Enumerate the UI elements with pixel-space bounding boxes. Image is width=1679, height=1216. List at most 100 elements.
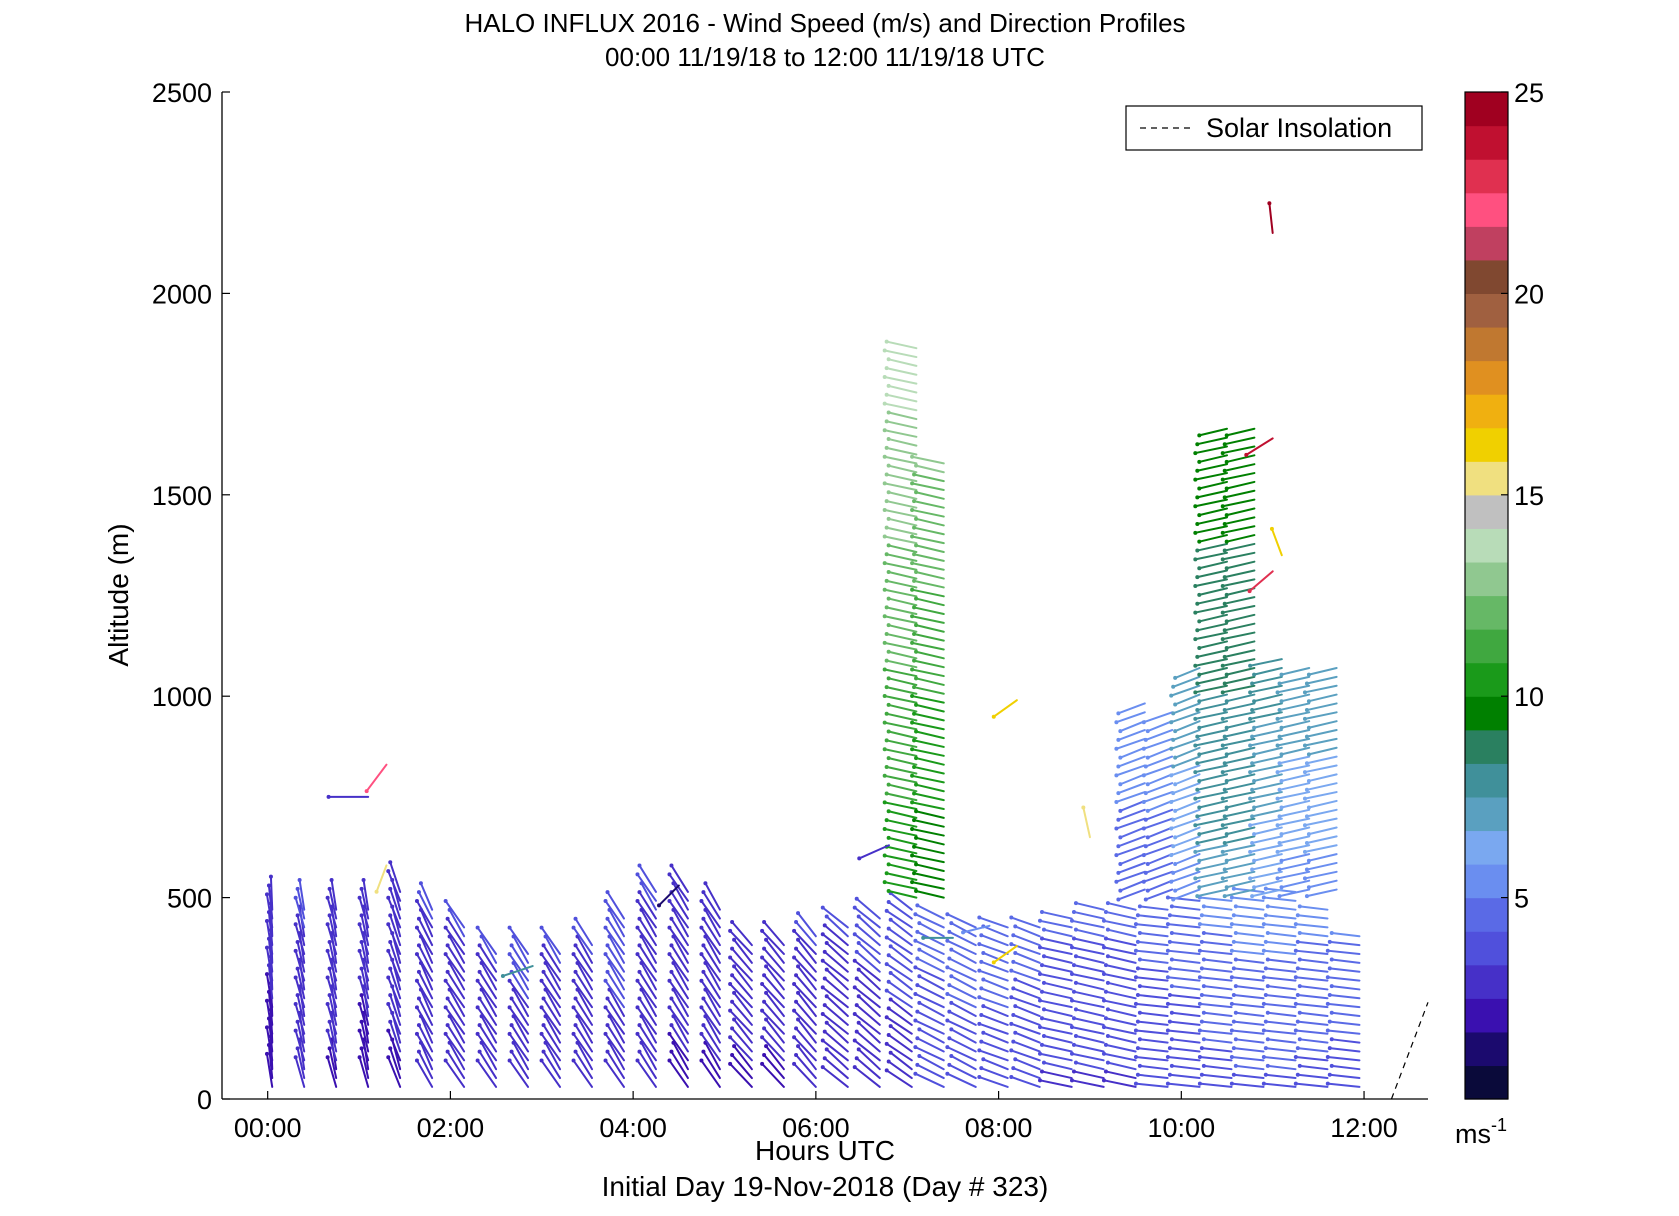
wind-vector: [1294, 949, 1329, 955]
wind-vector-head: [1199, 993, 1204, 997]
wind-vector: [887, 980, 913, 1000]
wind-vector: [857, 1021, 881, 1044]
wind-vector-head: [1197, 1055, 1202, 1060]
wind-vector-head: [822, 1056, 827, 1061]
wind-vector: [1010, 996, 1041, 1009]
wind-vector-head: [1041, 1034, 1046, 1039]
wind-vector-head: [1103, 1042, 1108, 1047]
wind-vector: [360, 914, 370, 947]
wind-vector-head: [732, 1044, 737, 1049]
wind-vector-head: [949, 1000, 954, 1005]
wind-vector-head: [886, 782, 891, 787]
wind-vector-head: [1011, 959, 1016, 964]
wind-vector: [1010, 1022, 1041, 1035]
wind-vector: [1010, 1049, 1041, 1062]
wind-vector: [1280, 667, 1311, 676]
wind-vector-head: [820, 1038, 825, 1043]
wind-vector-head: [1133, 1028, 1138, 1033]
wind-vector-head: [1118, 729, 1123, 734]
wind-vector: [731, 947, 753, 973]
wind-vector: [761, 1036, 785, 1062]
wind-vector-head: [945, 1018, 950, 1023]
wind-vector-head: [915, 929, 920, 934]
wind-vector-head: [910, 534, 915, 539]
wind-vector: [1225, 640, 1256, 650]
wind-vector: [887, 757, 918, 766]
wind-vector-head: [325, 975, 330, 980]
wind-vector: [1266, 931, 1297, 938]
wind-vector-head: [1275, 770, 1280, 775]
wind-vector: [1194, 844, 1228, 853]
wind-vector-head: [1103, 989, 1108, 994]
wind-vector-head: [1135, 993, 1140, 997]
wind-vector: [821, 933, 849, 955]
wind-vector: [823, 1057, 849, 1080]
wind-vector: [387, 976, 402, 1009]
wind-vector: [1012, 934, 1041, 947]
wind-vector: [1144, 808, 1174, 821]
wind-vector-head: [325, 922, 330, 927]
wind-vector: [1170, 905, 1201, 911]
wind-vector: [326, 1029, 338, 1062]
wind-vector: [1172, 861, 1201, 874]
wind-vector-head: [947, 1036, 952, 1041]
wind-vector: [1194, 711, 1228, 720]
wind-vector: [883, 402, 918, 412]
wind-vector: [1174, 773, 1201, 786]
wind-vector: [1172, 782, 1201, 795]
wind-vector-head: [792, 982, 797, 987]
wind-vector-head: [910, 773, 915, 778]
wind-vector-head: [852, 985, 857, 990]
wind-vector: [668, 953, 689, 982]
wind-vector-head: [822, 1029, 827, 1034]
wind-vector-head: [1116, 711, 1121, 716]
wind-vector: [915, 836, 945, 846]
wind-vector-head: [1073, 901, 1078, 906]
wind-vector: [476, 1006, 498, 1035]
wind-vector: [885, 1042, 913, 1062]
wind-vector: [913, 473, 945, 483]
wind-vector-head: [1306, 699, 1311, 704]
wind-vector-head: [1114, 746, 1119, 751]
wind-vector: [1198, 1029, 1233, 1035]
wind-vector-head: [762, 920, 767, 925]
wind-vector-head: [1165, 922, 1170, 927]
wind-vector: [1305, 729, 1338, 738]
wind-vector-head: [1145, 729, 1150, 734]
wind-vector-head: [1248, 716, 1253, 721]
wind-vector: [604, 900, 625, 929]
wind-vector: [1225, 534, 1256, 543]
wind-vector: [1194, 631, 1228, 641]
wind-vector: [733, 1018, 753, 1044]
wind-vector-head: [886, 729, 891, 734]
wind-vector-head: [728, 955, 733, 960]
wind-vector-head: [1222, 628, 1227, 633]
wind-vector-head: [1279, 885, 1284, 890]
wind-vector-head: [888, 917, 893, 922]
x-tick-label: 02:00: [417, 1113, 485, 1143]
wind-vector-isolated-head: [500, 973, 505, 978]
wind-vector: [915, 464, 945, 474]
wind-vector: [1166, 1002, 1201, 1009]
wind-vector-head: [605, 1023, 610, 1028]
wind-vector-head: [914, 569, 919, 574]
wind-vector-head: [571, 925, 576, 930]
wind-vector: [1194, 604, 1228, 614]
wind-vector-head: [1071, 963, 1076, 968]
wind-vector-head: [1306, 832, 1311, 837]
wind-vector-head: [1250, 734, 1255, 739]
wind-vector-head: [886, 702, 891, 707]
wind-vector-head: [1073, 1007, 1078, 1012]
y-tick-label: 500: [167, 884, 212, 914]
wind-vector: [1042, 1035, 1073, 1044]
wind-vector: [1234, 931, 1265, 938]
wind-vector-head: [917, 1053, 922, 1058]
wind-vector-head: [1224, 725, 1229, 730]
wind-vector: [1174, 693, 1201, 706]
wind-vector-head: [359, 1046, 364, 1051]
wind-vector: [446, 944, 466, 973]
wind-vector-head: [1193, 690, 1198, 695]
wind-vector-head: [977, 1048, 982, 1053]
wind-vector: [415, 1032, 434, 1062]
